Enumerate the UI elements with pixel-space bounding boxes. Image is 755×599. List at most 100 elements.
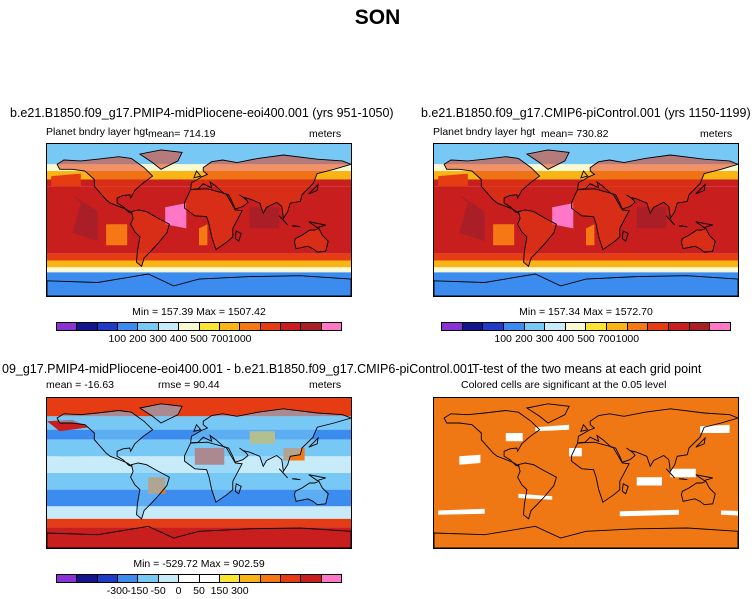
colorbar-swatch xyxy=(321,575,342,582)
coastline xyxy=(517,209,557,268)
colorbar-tick-label: 300 xyxy=(231,585,249,597)
colorbar-swatch xyxy=(199,323,220,330)
panel4-map xyxy=(433,397,739,549)
coastline xyxy=(680,227,716,253)
coastline xyxy=(138,403,183,424)
colorbar-swatch xyxy=(462,323,484,330)
colorbar-swatch xyxy=(240,323,261,330)
coastline xyxy=(308,183,319,195)
colorbar-swatch xyxy=(240,575,261,582)
colorbar-swatch xyxy=(179,575,200,582)
diff-map-plot xyxy=(47,398,351,548)
colorbar-tick-label: 50 xyxy=(193,585,205,597)
coastline xyxy=(443,410,541,467)
coastline xyxy=(577,408,738,473)
non-significant-region xyxy=(459,454,481,465)
colorbar-swatch xyxy=(627,323,649,330)
coastline xyxy=(665,215,676,226)
colorbar-swatch xyxy=(710,323,730,330)
non-significant-region xyxy=(569,448,582,457)
colorbar-swatch xyxy=(669,323,690,330)
colorbar-swatch xyxy=(524,323,546,330)
coastline xyxy=(47,525,351,548)
coastline xyxy=(525,149,570,170)
colorbar-tick-label: -300 xyxy=(106,585,128,597)
ttest-map-plot xyxy=(434,398,738,548)
colorbar-swatch xyxy=(260,575,281,582)
field-anomaly-region xyxy=(59,448,81,457)
coastline xyxy=(56,156,154,214)
field-anomaly-region xyxy=(636,207,667,229)
coastline xyxy=(434,525,738,548)
panel3-title: 09_g17.PMIP4-midPliocene-eoi400.001 - b.… xyxy=(2,362,474,376)
land-field xyxy=(444,156,540,214)
non-significant-region xyxy=(636,477,662,486)
colorbar-swatch xyxy=(97,575,119,582)
coastline xyxy=(278,215,289,226)
coastline xyxy=(580,423,589,432)
coastline xyxy=(234,230,242,242)
land-field xyxy=(517,209,557,267)
coastline xyxy=(695,474,713,481)
colorbar-swatch xyxy=(219,323,241,330)
non-significant-region xyxy=(505,433,523,442)
panel3-colorbar-ticks: -300 -150 -50 0 50 150 300 xyxy=(56,585,342,597)
colorbar-tick-label: 500 xyxy=(577,333,595,345)
land-field xyxy=(184,442,243,503)
coastline xyxy=(695,183,706,195)
coastline xyxy=(190,408,351,473)
non-significant-region xyxy=(619,509,679,517)
coastline xyxy=(184,441,243,503)
panel1-stats: Min = 157.39 Max = 1507.42 xyxy=(132,306,266,318)
field-anomaly-region xyxy=(552,203,574,229)
non-significant-region xyxy=(518,493,553,500)
panel1-colorbar xyxy=(56,322,342,331)
land-field xyxy=(190,408,351,472)
colorbar-tick-label: 400 xyxy=(556,333,575,345)
non-significant-region xyxy=(438,508,485,515)
non-significant-region xyxy=(721,510,738,516)
panel1-colorbar-ticks: 100 200 300 400 500 700 1000 xyxy=(56,333,342,345)
colorbar-tick-label: -150 xyxy=(127,585,149,597)
coastline xyxy=(293,480,329,506)
colorbar-swatch xyxy=(586,323,608,330)
coastline xyxy=(577,154,738,220)
field-band xyxy=(47,253,351,261)
colorbar-swatch xyxy=(301,323,322,330)
land-field xyxy=(577,155,738,219)
colorbar-tick-label: 1000 xyxy=(228,333,252,345)
non-significant-region xyxy=(535,424,570,432)
coastline xyxy=(234,483,242,495)
coastline xyxy=(695,436,706,448)
colorbar-swatch xyxy=(158,323,180,330)
field-band xyxy=(47,473,351,490)
coastline xyxy=(580,170,589,179)
land-field xyxy=(294,228,329,253)
field-anomaly-region xyxy=(438,173,468,187)
panel3-mean-label: mean = -16.63 xyxy=(46,379,115,391)
figure-title: SON xyxy=(354,6,401,29)
colorbar-swatch xyxy=(280,575,302,582)
coastline xyxy=(190,154,351,220)
panel4-subtitle: Colored cells are significant at the 0.0… xyxy=(461,379,667,391)
coastline xyxy=(571,188,630,251)
colorbar-swatch xyxy=(57,575,78,582)
colorbar-swatch xyxy=(118,323,139,330)
field-band xyxy=(47,506,351,519)
field-band xyxy=(434,164,738,172)
land-field xyxy=(139,403,183,423)
land-field xyxy=(571,188,630,250)
colorbar-swatch xyxy=(158,575,180,582)
colorbar-swatch xyxy=(97,323,119,330)
colorbar-tick-label: 200 xyxy=(128,333,147,345)
colorbar-tick-label: 300 xyxy=(149,333,167,345)
colorbar-swatch xyxy=(607,323,628,330)
colorbar-tick-label: 400 xyxy=(169,333,188,345)
colorbar-tick-label: 500 xyxy=(190,333,208,345)
colorbar-swatch xyxy=(648,323,670,330)
colorbar-tick-label: 200 xyxy=(515,333,533,345)
coastline xyxy=(291,225,301,228)
coastline xyxy=(695,221,713,229)
panel2-units-label: meters xyxy=(700,128,733,140)
panel3-colorbar xyxy=(56,574,342,583)
